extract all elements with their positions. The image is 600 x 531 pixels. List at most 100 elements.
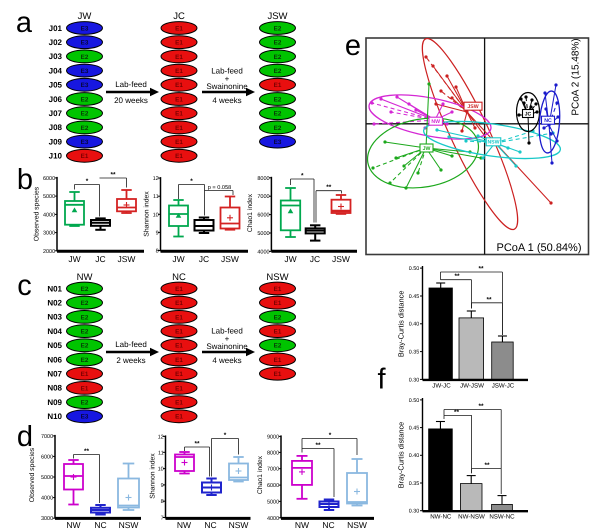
svg-text:6000: 6000 [41, 454, 53, 460]
svg-text:N03: N03 [47, 313, 62, 322]
svg-text:0.30: 0.30 [409, 509, 420, 515]
svg-text:Chao1 index: Chao1 index [247, 193, 254, 232]
svg-text:N02: N02 [47, 299, 62, 308]
svg-text:6000: 6000 [267, 483, 279, 489]
svg-text:NW: NW [295, 520, 309, 530]
svg-text:N06: N06 [47, 355, 62, 364]
svg-text:0.45: 0.45 [409, 294, 420, 300]
svg-text:4 weeks: 4 weeks [212, 356, 241, 365]
svg-text:NSW: NSW [347, 520, 367, 530]
svg-text:Shannon index: Shannon index [150, 453, 157, 499]
svg-text:JSW: JSW [118, 254, 136, 264]
svg-text:E1: E1 [175, 153, 183, 160]
svg-text:NSW-NC: NSW-NC [489, 514, 515, 521]
svg-text:E1: E1 [175, 286, 183, 293]
svg-text:0.50: 0.50 [409, 398, 420, 404]
svg-text:**: ** [326, 184, 332, 191]
svg-text:NC: NC [172, 272, 186, 283]
svg-text:E2: E2 [81, 329, 89, 336]
svg-text:8: 8 [156, 249, 159, 255]
svg-text:**: ** [454, 273, 460, 280]
svg-text:E2: E2 [274, 54, 282, 61]
svg-text:E3: E3 [274, 139, 282, 146]
svg-text:11: 11 [153, 194, 159, 200]
svg-text:5000: 5000 [267, 499, 279, 505]
svg-text:E2: E2 [81, 111, 89, 118]
svg-text:NSW: NSW [487, 140, 499, 146]
svg-text:N09: N09 [47, 398, 62, 407]
svg-text:JW: JW [423, 146, 431, 152]
svg-text:NW: NW [177, 520, 191, 530]
svg-text:b: b [17, 164, 33, 196]
svg-text:E2: E2 [274, 314, 282, 321]
svg-text:E1: E1 [175, 400, 183, 407]
svg-text:e: e [345, 30, 361, 62]
svg-text:E1: E1 [175, 385, 183, 392]
svg-text:E3: E3 [81, 40, 89, 47]
svg-text:+: + [225, 335, 230, 344]
svg-text:E2: E2 [81, 400, 89, 407]
svg-text:E2: E2 [274, 111, 282, 118]
svg-text:PCoA 2 (15.48%): PCoA 2 (15.48%) [571, 38, 582, 115]
svg-text:NSW: NSW [266, 272, 288, 283]
svg-text:NC: NC [322, 520, 334, 530]
svg-text:N07: N07 [47, 370, 62, 379]
svg-text:NSW: NSW [119, 520, 139, 530]
svg-text:10: 10 [153, 212, 159, 218]
svg-text:JC: JC [173, 11, 185, 22]
svg-text:N04: N04 [47, 327, 62, 336]
svg-text:8000: 8000 [267, 450, 279, 456]
svg-text:Swainonine: Swainonine [206, 342, 248, 351]
svg-text:E3: E3 [81, 68, 89, 75]
svg-text:Bray-Curtis distance: Bray-Curtis distance [397, 291, 406, 358]
svg-text:E2: E2 [274, 68, 282, 75]
svg-text:9: 9 [156, 230, 159, 236]
svg-text:E1: E1 [175, 357, 183, 364]
svg-text:7: 7 [161, 516, 164, 522]
svg-text:E1: E1 [175, 125, 183, 132]
svg-text:20 weeks: 20 weeks [114, 96, 148, 105]
svg-text:E2: E2 [274, 25, 282, 32]
svg-text:**: ** [84, 448, 90, 455]
svg-text:JW-JC: JW-JC [432, 382, 451, 389]
svg-text:Lab-feed: Lab-feed [115, 340, 147, 349]
svg-text:NC: NC [204, 520, 216, 530]
svg-text:E2: E2 [274, 343, 282, 350]
svg-text:0.35: 0.35 [409, 350, 420, 356]
svg-text:6000: 6000 [43, 176, 55, 182]
svg-text:12: 12 [153, 176, 159, 182]
svg-text:E1: E1 [81, 153, 89, 160]
svg-text:E1: E1 [175, 40, 183, 47]
svg-text:E1: E1 [274, 286, 282, 293]
svg-text:NW-NSW: NW-NSW [458, 514, 485, 521]
svg-text:c: c [17, 270, 32, 302]
svg-text:Observed species: Observed species [34, 186, 41, 241]
svg-text:Observed species: Observed species [29, 447, 36, 502]
svg-text:NW: NW [66, 520, 80, 530]
svg-text:E3: E3 [81, 82, 89, 89]
svg-text:E1: E1 [175, 300, 183, 307]
svg-text:E1: E1 [175, 414, 183, 421]
svg-text:JW-JSW: JW-JSW [460, 382, 484, 389]
svg-text:JC: JC [199, 254, 209, 264]
svg-text:**: ** [110, 172, 116, 179]
svg-text:E2: E2 [81, 125, 89, 132]
svg-text:J10: J10 [49, 152, 63, 161]
svg-text:f: f [377, 364, 386, 396]
svg-text:N10: N10 [47, 412, 62, 421]
svg-text:Lab-feed: Lab-feed [115, 80, 147, 89]
svg-text:J08: J08 [49, 123, 63, 132]
svg-text:a: a [16, 7, 33, 39]
svg-text:*: * [190, 178, 193, 185]
svg-text:NW: NW [431, 119, 440, 125]
svg-text:E2: E2 [81, 343, 89, 350]
svg-text:**: ** [454, 409, 460, 416]
svg-text:JSW-JC: JSW-JC [492, 382, 515, 389]
svg-text:N05: N05 [47, 341, 62, 350]
svg-text:7000: 7000 [257, 194, 269, 200]
svg-text:E2: E2 [81, 357, 89, 364]
svg-text:+: + [225, 75, 230, 84]
svg-text:E1: E1 [274, 329, 282, 336]
svg-text:5000: 5000 [43, 194, 55, 200]
svg-text:d: d [17, 421, 33, 453]
